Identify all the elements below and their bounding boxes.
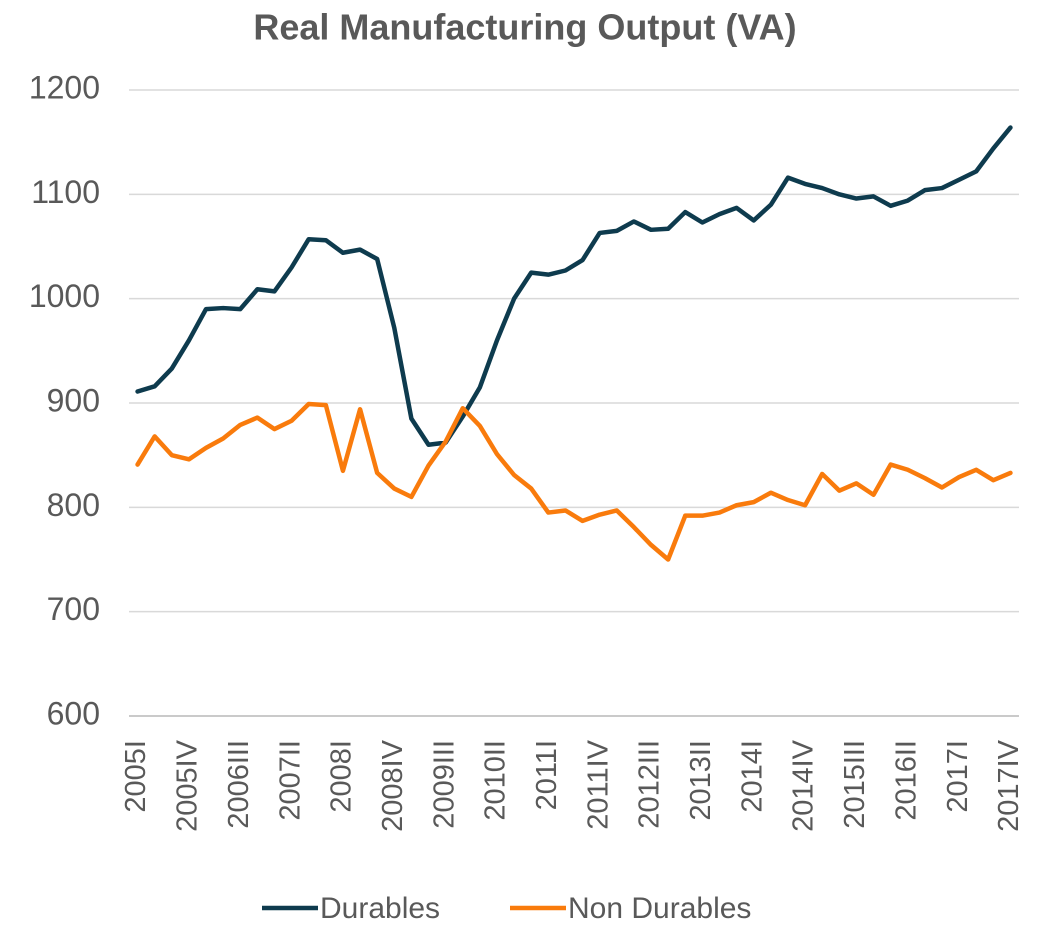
y-tick-label: 1200: [29, 69, 100, 105]
y-tick-label: 600: [47, 695, 100, 731]
x-tick-label: 2017IV: [993, 739, 1025, 832]
x-tick-label: 2005IV: [172, 739, 204, 832]
y-tick-label: 1100: [31, 174, 100, 210]
x-tick-label: 2014IV: [788, 739, 820, 832]
x-tick-label: 2012III: [634, 740, 666, 829]
x-tick-label: 2008IV: [377, 739, 409, 832]
x-tick-label: 2015III: [839, 740, 871, 829]
legend-label: Non Durables: [568, 892, 751, 925]
x-tick-label: 2010II: [480, 740, 512, 821]
y-tick-label: 1000: [29, 278, 100, 314]
chart-title: Real Manufacturing Output (VA): [253, 7, 796, 48]
x-tick-label: 2014I: [736, 740, 768, 813]
x-tick-label: 2005I: [120, 740, 152, 813]
series-line: [135, 125, 1013, 447]
x-tick-label: 2013II: [685, 740, 717, 821]
x-tick-label: 2006III: [223, 740, 255, 829]
x-tick-label: 2008I: [326, 740, 358, 813]
series-line: [135, 401, 1013, 562]
legend-label: Durables: [320, 892, 440, 925]
x-tick-label: 2009III: [428, 740, 460, 829]
x-tick-label: 2007II: [274, 740, 306, 821]
y-tick-label: 900: [47, 382, 100, 418]
x-tick-label: 2011IV: [582, 739, 614, 829]
x-tick-label: 2017I: [942, 740, 974, 813]
x-tick-label: 2016II: [890, 740, 922, 821]
y-tick-label: 700: [47, 591, 100, 627]
y-tick-label: 800: [47, 487, 100, 523]
x-tick-label: 2011I: [531, 740, 563, 810]
